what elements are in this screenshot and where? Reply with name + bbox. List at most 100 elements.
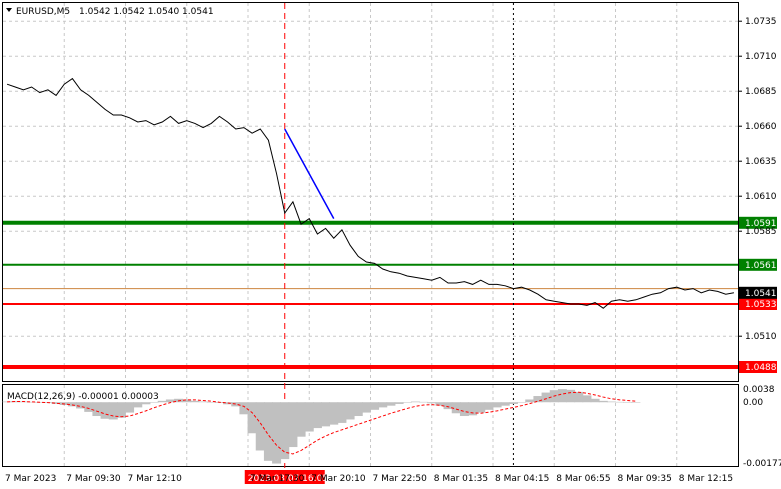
- macd-bar: [598, 400, 608, 403]
- x-tick-label: 8 Mar 06:55: [556, 474, 610, 484]
- macd-bar: [435, 402, 445, 406]
- macd-bar: [190, 400, 200, 403]
- macd-bar: [386, 402, 396, 406]
- macd-bar: [508, 402, 518, 404]
- vertical-markers: [284, 3, 514, 468]
- y-tick-label: 1.0610: [745, 192, 777, 202]
- macd-bar: [280, 402, 290, 460]
- macd-bar: [133, 402, 143, 408]
- macd-bar: [443, 402, 453, 410]
- x-tick-label: 8 Mar 01:35: [434, 474, 488, 484]
- macd-bar: [125, 402, 135, 413]
- macd-bar: [239, 402, 249, 415]
- macd-bar: [631, 402, 641, 403]
- macd-bar: [329, 402, 339, 425]
- macd-bar: [370, 402, 380, 410]
- level-tag-label: 1.0488: [745, 363, 777, 373]
- macd-bar: [312, 402, 322, 429]
- y-tick-label: 1.0685: [745, 87, 777, 97]
- macd-bar: [566, 389, 576, 403]
- x-tick-label: 8 Mar 09:35: [618, 474, 672, 484]
- macd-bar: [263, 402, 273, 461]
- x-tick-label: 8 Mar 04:15: [495, 474, 549, 484]
- x-tick-label: 7 Mar 12:10: [128, 474, 183, 484]
- y-tick-label: 1.0710: [745, 52, 777, 62]
- macd-bar: [419, 401, 429, 403]
- macd-bar: [574, 391, 584, 403]
- macd-bar: [451, 402, 461, 414]
- macd-bar: [337, 402, 347, 423]
- y-tick-label: 1.0585: [745, 227, 777, 237]
- macd-bar: [296, 402, 306, 437]
- macd-bar: [206, 402, 216, 403]
- macd-bar: [198, 401, 208, 403]
- macd-bar: [255, 402, 265, 451]
- macd-bar: [410, 401, 420, 403]
- level-tag-label: 1.0533: [745, 300, 777, 310]
- macd-bar: [108, 402, 118, 420]
- y-tick-label: 1.0660: [745, 122, 777, 132]
- x-tick-label: 8 Mar 12:15: [679, 474, 733, 484]
- level-lines: 1.0591 1.0561 1.0533 1.0488 1.0541: [3, 216, 777, 373]
- macd-bar: [517, 402, 527, 403]
- macd-bar: [182, 399, 192, 403]
- macd-bar: [51, 402, 61, 404]
- level-tag-label: 1.0561: [745, 261, 777, 271]
- macd-bar: [427, 402, 437, 404]
- macd-bar: [76, 402, 86, 409]
- y-tick-label: 1.0735: [745, 17, 777, 27]
- symbol-label: EURUSD,M5: [16, 7, 70, 17]
- macd-bar: [606, 401, 616, 403]
- macd-bar: [247, 402, 257, 434]
- x-tick-label: 7 Mar 17:30: [250, 474, 305, 484]
- time-tag: [244, 470, 325, 484]
- current-price-label: 1.0541: [745, 289, 777, 299]
- macd-bar: [615, 401, 625, 403]
- dropdown-triangle-icon[interactable]: [6, 8, 12, 12]
- macd-bar: [402, 402, 412, 403]
- main-plot-frame: [2, 2, 739, 382]
- level-tag: [739, 258, 777, 271]
- macd-bar: [541, 392, 551, 403]
- macd-bar: [345, 402, 355, 420]
- level-tag: [739, 361, 777, 373]
- price-series: [6, 77, 735, 309]
- macd-bar: [288, 402, 298, 448]
- time-tag-label: 2023.03.07 16:05: [248, 474, 328, 484]
- price-line: [6, 77, 735, 309]
- macd-bar: [353, 402, 363, 417]
- macd-bar: [468, 402, 478, 416]
- trend-line: [284, 128, 335, 219]
- y-axis: 1.0735 1.0710 1.0685 1.0660 1.0635 1.0610 1.05…: [738, 17, 781, 469]
- macd-y-tick-label: -0.00177: [743, 459, 781, 469]
- macd-title: MACD(12,26,9) -0.00001 0.00003: [7, 392, 159, 402]
- macd-bar: [525, 399, 535, 403]
- macd-bar: [378, 402, 388, 408]
- macd-y-tick-label: 0.0038: [743, 385, 775, 395]
- macd-plot-frame: [2, 384, 739, 467]
- x-tick-label: 7 Mar 09:30: [66, 474, 121, 484]
- macd-bar: [84, 402, 94, 412]
- level-tag-label: 1.0591: [745, 219, 777, 229]
- macd-bar: [500, 402, 510, 406]
- macd-bar: [476, 402, 486, 413]
- macd-bar: [582, 395, 592, 403]
- macd-bar: [116, 402, 126, 418]
- macd-bar: [590, 398, 600, 403]
- macd-bar: [165, 399, 175, 403]
- x-tick-label: 7 Mar 2023: [5, 474, 56, 484]
- macd-bar: [149, 402, 159, 403]
- macd-bar: [272, 402, 282, 464]
- macd-bar: [231, 402, 241, 407]
- level-tag: [739, 216, 777, 229]
- macd-bar: [304, 402, 314, 432]
- macd-bar: [623, 402, 633, 403]
- y-tick-label: 1.0635: [745, 157, 777, 167]
- macd-bar: [10, 401, 20, 403]
- chart-header: EURUSD,M5 1.0542 1.0542 1.0540 1.0541: [6, 7, 214, 17]
- macd-bar: [459, 402, 469, 417]
- macd-bar: [67, 402, 77, 407]
- macd-signal-line: [7, 391, 636, 455]
